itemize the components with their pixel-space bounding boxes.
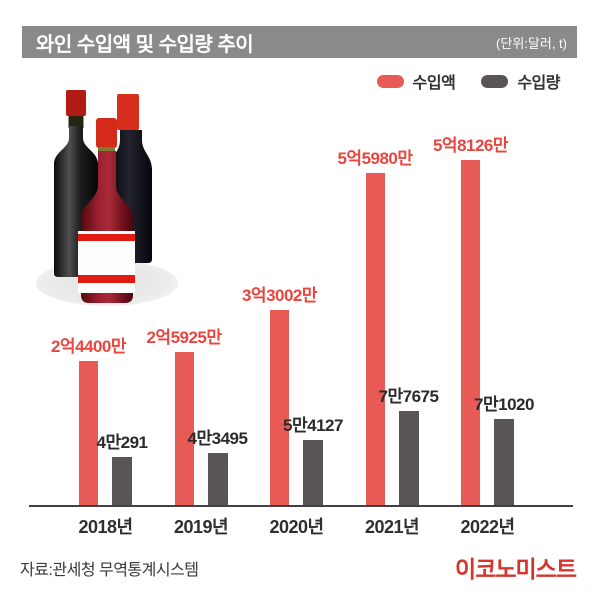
- value-label-import-value-2021년: 5억5980만: [337, 149, 413, 168]
- bar-import-volume-2021년: [398, 411, 419, 506]
- value-label-import-volume-2021년: 7만7675: [378, 387, 439, 406]
- x-axis-label-2018년: 2018년: [78, 517, 133, 537]
- legend-label-import-value: 수입액: [412, 75, 456, 92]
- x-axis-label-2021년: 2021년: [364, 517, 420, 537]
- legend-item-import-volume: 수입량: [481, 69, 560, 93]
- x-axis-label-2022년: 2022년: [460, 517, 515, 537]
- red-bottle-front: [78, 118, 135, 303]
- source-note: 자료:관세청 무역통계시스템: [20, 562, 199, 579]
- chart-legend: 수입액 수입량: [376, 69, 560, 93]
- title-bar: 와인 수입액 및 수입량 추이 (단위:달러, t): [22, 26, 577, 58]
- wine-bottles-illustration: [36, 90, 178, 306]
- legend-label-import-volume: 수입량: [517, 75, 560, 92]
- bar-import-value-2021년: [365, 173, 385, 506]
- legend-item-import-value: 수입액: [376, 69, 456, 93]
- value-label-import-value-2022년: 5억8126만: [432, 136, 509, 155]
- value-label-import-value-2018년: 2억4400만: [50, 337, 127, 356]
- bar-import-volume-2019년: [207, 453, 228, 506]
- bar-import-value-2020년: [270, 310, 289, 506]
- bar-import-value-2022년: [461, 160, 480, 506]
- bar-import-volume-2022년: [494, 419, 514, 506]
- bar-import-value-2019년: [174, 352, 194, 506]
- x-axis-label-2020년: 2020년: [269, 517, 324, 537]
- value-label-import-value-2020년: 3억3002만: [241, 286, 318, 305]
- value-label-import-volume-2020년: 5만4127: [283, 416, 343, 435]
- x-axis-line: [29, 505, 573, 507]
- value-label-import-volume-2019년: 4만3495: [187, 429, 248, 448]
- publisher-logo: 이코노미스트: [455, 556, 577, 582]
- bar-import-value-2018년: [79, 361, 98, 506]
- legend-swatch-gray-icon: [481, 74, 509, 88]
- legend-swatch-red-icon: [376, 74, 404, 88]
- unit-note: (단위:달러, t): [496, 35, 567, 51]
- value-label-import-volume-2022년: 7만1020: [474, 395, 534, 414]
- value-label-import-value-2019년: 2억5925만: [146, 328, 222, 347]
- x-axis-label-2019년: 2019년: [173, 517, 229, 537]
- bar-import-volume-2020년: [303, 440, 323, 506]
- page-title: 와인 수입액 및 수입량 추이: [36, 33, 254, 56]
- value-label-import-volume-2018년: 4만291: [96, 433, 148, 452]
- bar-import-volume-2018년: [112, 457, 132, 506]
